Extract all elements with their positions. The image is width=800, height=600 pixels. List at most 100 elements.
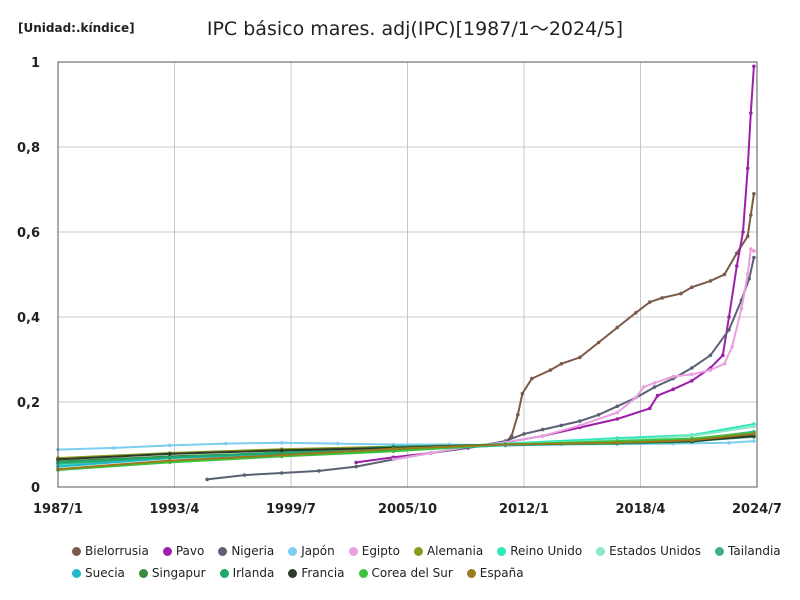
legend-item: Pavo — [162, 544, 204, 558]
data-point — [634, 311, 638, 315]
legend-label: Reino Unido — [510, 544, 583, 558]
data-point — [752, 422, 756, 426]
data-point — [540, 434, 545, 438]
legend-label: Alemania — [426, 544, 484, 558]
x-tick-label: 1993/4 — [150, 502, 200, 517]
legend-label: Suecia — [85, 566, 125, 580]
legend-marker — [218, 546, 228, 556]
data-point — [752, 192, 756, 196]
data-point — [752, 255, 756, 260]
data-point — [735, 264, 739, 268]
legend-label: Japón — [301, 544, 335, 558]
data-point — [279, 453, 284, 457]
series-line — [57, 432, 755, 471]
legend-marker — [596, 546, 606, 556]
data-point — [335, 441, 340, 446]
data-point — [722, 272, 727, 277]
legend-item: Irlanda — [219, 566, 275, 580]
data-point — [578, 355, 582, 360]
legend-label: Bielorrusia — [85, 544, 149, 558]
series-line — [57, 431, 754, 471]
legend-marker — [466, 568, 476, 578]
x-tick-label: 1999/7 — [266, 502, 316, 517]
legend-marker — [219, 568, 229, 578]
data-point — [745, 272, 750, 277]
y-tick-label: 0 — [31, 481, 40, 496]
data-point — [708, 353, 713, 358]
data-point — [391, 447, 396, 451]
legend-item: Japón — [288, 544, 335, 558]
y-tick-label: 0,2 — [17, 396, 40, 411]
data-point — [578, 419, 582, 423]
series-line — [206, 257, 755, 481]
legend-item: Corea del Sur — [358, 566, 453, 580]
data-point — [578, 423, 582, 428]
data-point — [690, 434, 694, 438]
data-point — [708, 368, 713, 372]
y-tick-label: 0,8 — [17, 141, 40, 156]
legend-item: Nigeria — [218, 544, 274, 558]
data-point — [730, 345, 734, 349]
y-tick-label: 0,6 — [17, 226, 40, 241]
data-point — [224, 441, 228, 446]
data-point — [391, 457, 396, 462]
data-point — [648, 300, 652, 304]
data-point — [615, 404, 619, 409]
x-tick-label: 2018/4 — [616, 502, 666, 517]
legend-item: Reino Unido — [497, 544, 582, 558]
legend-marker — [288, 546, 298, 556]
data-point — [112, 446, 116, 450]
y-tick-label: 0,4 — [17, 311, 40, 326]
data-point — [752, 432, 756, 436]
legend-marker — [348, 546, 358, 556]
series-layer — [56, 64, 756, 482]
x-tick-label: 2005/10 — [378, 502, 437, 517]
data-point — [522, 432, 526, 436]
data-point — [671, 374, 675, 379]
legend-marker — [715, 546, 725, 556]
legend-label: Nigeria — [231, 544, 275, 558]
data-point — [615, 417, 619, 421]
legend-label: Irlanda — [232, 566, 275, 580]
data-point — [752, 249, 756, 253]
data-point — [739, 306, 744, 311]
legend-item: Tailandia — [715, 544, 781, 558]
data-point — [655, 393, 660, 398]
data-point — [205, 477, 209, 482]
data-point — [516, 413, 520, 417]
legend-item: Singapur — [138, 566, 206, 580]
data-point — [168, 458, 172, 463]
data-point — [168, 452, 172, 456]
data-point — [727, 315, 731, 319]
data-point — [548, 368, 553, 372]
data-point — [634, 396, 638, 400]
data-point — [596, 413, 601, 417]
data-point — [540, 427, 545, 432]
data-point — [279, 441, 284, 445]
legend-marker — [162, 546, 172, 556]
y-tick-label: 1 — [31, 56, 40, 71]
data-point — [749, 247, 753, 251]
x-axis-ticks: 1987/1 1993/4 1999/7 2005/10 2012/1 2018/4 202… — [33, 502, 782, 517]
data-point — [735, 251, 739, 255]
data-point — [671, 387, 675, 392]
legend-marker — [138, 568, 148, 578]
legend-marker — [413, 546, 423, 556]
legend-item: Egipto — [348, 544, 400, 558]
data-point — [727, 328, 731, 332]
plot-frame — [57, 61, 758, 488]
legend-label: Egipto — [361, 544, 400, 558]
legend: Bielorrusia Pavo Nigeria Japón Egipto Alemani… — [72, 540, 792, 584]
data-point — [530, 376, 534, 381]
data-point — [354, 464, 359, 469]
legend-label: Estados Unidos — [609, 544, 702, 558]
legend-label: Singapur — [151, 566, 206, 580]
data-point — [559, 362, 564, 366]
data-point — [391, 449, 396, 454]
data-point — [168, 443, 172, 448]
data-point — [652, 381, 657, 385]
legend-label: Tailandia — [728, 544, 781, 558]
legend-marker — [497, 546, 507, 556]
data-point — [242, 473, 247, 477]
data-point — [679, 291, 683, 296]
